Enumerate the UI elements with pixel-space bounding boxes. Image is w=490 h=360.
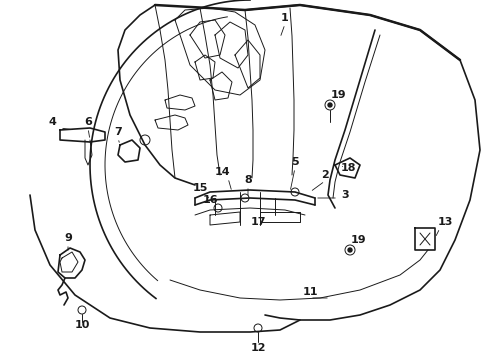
Text: 18: 18	[340, 163, 356, 173]
Text: 14: 14	[214, 167, 230, 177]
Text: 15: 15	[192, 183, 208, 193]
Text: 13: 13	[437, 217, 453, 227]
Circle shape	[328, 103, 332, 107]
Text: 11: 11	[302, 287, 318, 297]
Text: 8: 8	[244, 175, 252, 185]
Text: 1: 1	[281, 13, 289, 23]
Text: 6: 6	[84, 117, 92, 127]
Text: 12: 12	[250, 343, 266, 353]
Text: 5: 5	[291, 157, 299, 167]
Text: 19: 19	[350, 235, 366, 245]
Text: 10: 10	[74, 320, 90, 330]
Text: 4: 4	[48, 117, 56, 127]
Text: 17: 17	[250, 217, 266, 227]
Text: 3: 3	[341, 190, 349, 200]
Text: 19: 19	[330, 90, 346, 100]
Text: 16: 16	[202, 195, 218, 205]
Text: 7: 7	[114, 127, 122, 137]
Circle shape	[348, 248, 352, 252]
Text: 9: 9	[64, 233, 72, 243]
Text: 2: 2	[321, 170, 329, 180]
